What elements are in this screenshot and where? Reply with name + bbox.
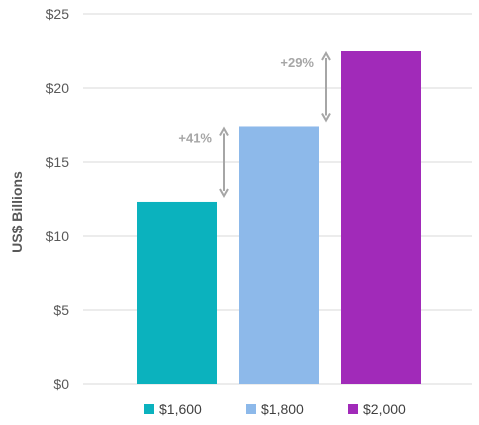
legend-label: $1,800 bbox=[261, 401, 304, 417]
annotation-label: +41% bbox=[178, 130, 212, 145]
legend: $1,600 $1,800 $2,000 bbox=[144, 401, 406, 417]
legend-item: $2,000 bbox=[348, 401, 406, 417]
legend-swatch bbox=[246, 404, 256, 414]
y-tick-label: $5 bbox=[53, 302, 69, 318]
legend-swatch bbox=[348, 404, 358, 414]
y-axis-title: US$ Billions bbox=[9, 171, 25, 253]
legend-label: $2,000 bbox=[363, 401, 406, 417]
y-tick-label: $25 bbox=[46, 6, 70, 22]
annotation-label: +29% bbox=[280, 55, 314, 70]
growth-annotation: +29% bbox=[280, 50, 331, 123]
y-tick-label: $10 bbox=[46, 228, 70, 244]
annotation-arrow-head-up bbox=[321, 50, 331, 61]
y-tick-label: $15 bbox=[46, 154, 70, 170]
y-axis-ticks: $0 $5 $10 $15 $20 $25 bbox=[46, 6, 70, 392]
annotation-arrow-head-down bbox=[321, 112, 331, 123]
annotation-arrow-head-up bbox=[219, 126, 229, 136]
y-tick-label: $20 bbox=[46, 80, 70, 96]
bar-2 bbox=[239, 126, 319, 384]
legend-item: $1,600 bbox=[144, 401, 202, 417]
growth-annotation: +41% bbox=[178, 126, 229, 198]
bar-1 bbox=[137, 201, 217, 384]
y-tick-label: $0 bbox=[53, 376, 69, 392]
bars bbox=[137, 51, 421, 384]
legend-label: $1,600 bbox=[159, 401, 202, 417]
legend-swatch bbox=[144, 404, 154, 414]
annotation-arrow-head-down bbox=[219, 188, 229, 198]
growth-annotations: +41% +29% bbox=[178, 50, 331, 198]
bar-3 bbox=[341, 51, 421, 384]
legend-item: $1,800 bbox=[246, 401, 304, 417]
